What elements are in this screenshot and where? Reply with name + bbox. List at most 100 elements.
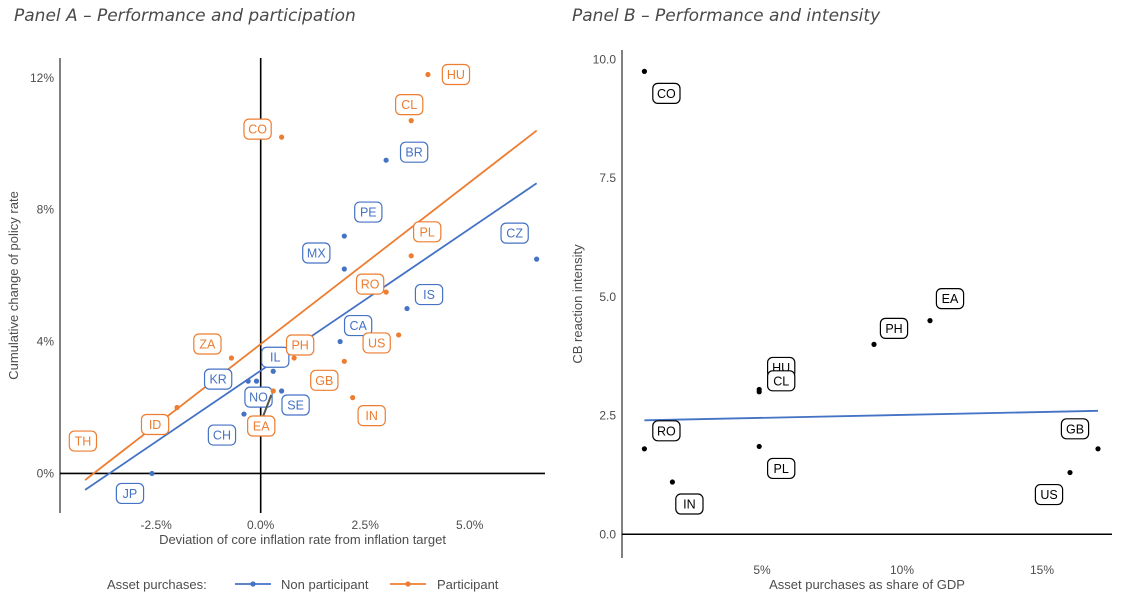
label-pl-box bbox=[766, 457, 796, 480]
label-za-text: ZA bbox=[199, 338, 216, 352]
leader-line-ea bbox=[262, 394, 273, 417]
point-ro bbox=[641, 446, 648, 452]
x-tick-label: 0.0% bbox=[247, 518, 275, 532]
label-ea-text: EA bbox=[942, 292, 959, 306]
label-gb: GB bbox=[1060, 418, 1090, 440]
legend-dot-non-participant bbox=[250, 581, 256, 587]
label-ea-box bbox=[247, 415, 276, 437]
label-pe-text: PE bbox=[360, 206, 377, 220]
label-hu-text: HU bbox=[447, 68, 465, 82]
point-hu bbox=[425, 71, 431, 78]
label-kr-text: KR bbox=[209, 373, 226, 387]
label-pe-box bbox=[354, 201, 383, 223]
label-il: IL bbox=[261, 346, 290, 368]
label-ca: CA bbox=[343, 314, 373, 337]
label-no-box bbox=[244, 386, 273, 408]
label-ro: RO bbox=[652, 420, 681, 442]
point-pl bbox=[756, 443, 762, 450]
label-th-box bbox=[68, 430, 98, 452]
y-tick-label: 10.0 bbox=[593, 52, 617, 66]
y-axis-title: Cumulative change of policy rate bbox=[6, 191, 21, 380]
label-ph-box bbox=[285, 334, 315, 356]
label-co-box bbox=[243, 118, 272, 140]
point-za bbox=[228, 355, 235, 361]
label-id-text: ID bbox=[149, 418, 162, 432]
label-pe: PE bbox=[354, 201, 383, 223]
x-axis-title: Asset purchases as share of GDP bbox=[769, 577, 965, 592]
y-tick-label: 12% bbox=[30, 71, 54, 85]
label-gb-text: GB bbox=[315, 374, 333, 388]
label-pl: PL bbox=[413, 221, 442, 243]
y-tick-label: 5.0 bbox=[599, 290, 616, 304]
label-ea: EA bbox=[935, 288, 965, 310]
label-ch-box bbox=[207, 424, 237, 446]
point-br bbox=[383, 157, 389, 163]
point-se bbox=[278, 388, 285, 394]
label-za: ZA bbox=[193, 333, 222, 355]
y-axis-title: CB reaction intensity bbox=[570, 244, 585, 364]
label-ph: PH bbox=[879, 317, 909, 339]
point-no bbox=[253, 378, 260, 384]
point-cl bbox=[408, 118, 414, 124]
label-ea-box bbox=[935, 288, 965, 310]
label-th-text: TH bbox=[75, 435, 92, 449]
label-cl-box bbox=[766, 370, 796, 392]
label-ro: RO bbox=[355, 273, 385, 295]
label-ch: CH bbox=[207, 424, 237, 446]
x-tick-label: -2.5% bbox=[140, 518, 172, 532]
label-ch-text: CH bbox=[213, 429, 231, 443]
legend-title: Asset purchases: bbox=[107, 577, 207, 592]
point-ch bbox=[241, 411, 247, 417]
label-se-text: SE bbox=[287, 399, 304, 413]
y-tick-label: 7.5 bbox=[599, 171, 616, 185]
y-tick-label: 0% bbox=[37, 466, 55, 480]
label-ea: EA bbox=[247, 415, 276, 437]
label-us-box bbox=[362, 332, 391, 354]
point-kr bbox=[245, 378, 251, 384]
label-us: US bbox=[362, 332, 391, 354]
label-kr: KR bbox=[203, 368, 233, 390]
label-gb: GB bbox=[310, 369, 339, 391]
label-co: CO bbox=[243, 118, 272, 140]
label-co-text: CO bbox=[248, 123, 267, 137]
point-co bbox=[641, 68, 648, 74]
label-cl: CL bbox=[766, 370, 796, 392]
label-gb-box bbox=[1060, 418, 1090, 440]
label-mx: MX bbox=[302, 242, 331, 264]
label-kr-box bbox=[203, 368, 233, 390]
label-is-box bbox=[414, 283, 444, 306]
label-id-box bbox=[140, 413, 170, 436]
point-ph bbox=[871, 341, 877, 347]
point-pl bbox=[408, 253, 414, 259]
legend-dot-participant bbox=[405, 581, 411, 587]
x-tick-label: 2.5% bbox=[352, 518, 380, 532]
point-in bbox=[669, 479, 676, 485]
point-cl bbox=[756, 389, 762, 395]
label-pl-text: PL bbox=[774, 462, 789, 476]
label-ph-text: PH bbox=[885, 322, 902, 336]
y-tick-label: 4% bbox=[37, 335, 55, 349]
label-hu-box bbox=[441, 63, 471, 86]
point-ph bbox=[291, 355, 297, 361]
label-se-box bbox=[281, 394, 310, 416]
label-co-text: CO bbox=[657, 87, 676, 101]
label-cz-box bbox=[500, 222, 529, 244]
panel-b-title: Panel B – Performance and intensity bbox=[572, 6, 881, 26]
legend-label-non-participant: Non participant bbox=[281, 577, 369, 592]
y-tick-label: 2.5 bbox=[599, 409, 616, 423]
panel-a-title: Panel A – Performance and participation bbox=[14, 6, 356, 26]
point-ea bbox=[927, 318, 933, 324]
label-no-text: NO bbox=[249, 391, 268, 405]
label-in-box bbox=[675, 493, 704, 515]
point-gb bbox=[341, 358, 347, 364]
label-br-text: BR bbox=[405, 146, 422, 160]
label-ca-text: CA bbox=[349, 319, 367, 333]
label-mx-text: MX bbox=[307, 247, 326, 261]
point-us bbox=[396, 332, 402, 338]
label-no: NO bbox=[244, 386, 273, 408]
label-us-text: US bbox=[1040, 488, 1057, 502]
point-co bbox=[278, 134, 285, 140]
panel-a: 0% 4% 8% 12% -2.5% 0.0% 2.5% 5.0% Deviation of c… bbox=[6, 58, 545, 547]
